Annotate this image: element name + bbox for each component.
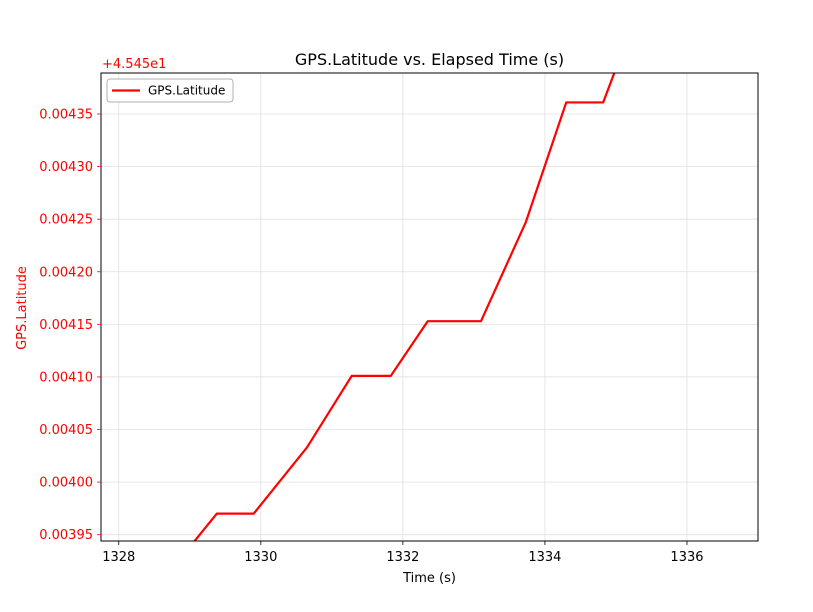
x-tick-label: 1328 xyxy=(102,550,135,565)
legend-box xyxy=(106,78,234,103)
x-tick-label: 1334 xyxy=(528,550,561,565)
y-tick-label: 0.00430 xyxy=(39,160,93,175)
chart-title: GPS.Latitude vs. Elapsed Time (s) xyxy=(295,50,564,69)
y-tick-label: 0.00395 xyxy=(39,528,93,543)
legend: GPS.Latitude xyxy=(106,78,234,103)
series-line xyxy=(193,73,616,541)
x-axis-label: Time (s) xyxy=(402,571,456,586)
x-tick-label: 1330 xyxy=(244,550,277,565)
y-tick-label: 0.00405 xyxy=(39,423,93,438)
legend-label: GPS.Latitude xyxy=(148,84,225,98)
plot-area xyxy=(193,73,616,541)
y-axis: 0.00395 0.00400 0.00405 0.00410 0.00415 0.004… xyxy=(39,108,101,543)
axes-frame xyxy=(100,72,759,542)
y-axis-label: GPS.Latitude xyxy=(15,266,30,350)
y-axis-offset-label: +4.545e1 xyxy=(102,57,166,72)
y-tick-label: 0.00425 xyxy=(39,213,93,228)
y-tick-label: 0.00410 xyxy=(39,370,93,385)
grid xyxy=(101,73,758,541)
y-tick-label: 0.00420 xyxy=(39,265,93,280)
y-tick-label: 0.00400 xyxy=(39,476,93,491)
y-tick-label: 0.00415 xyxy=(39,318,93,333)
x-axis: 1328 1330 1332 1334 1336 xyxy=(102,541,704,565)
x-tick-label: 1336 xyxy=(670,550,703,565)
y-tick-label: 0.00435 xyxy=(39,108,93,123)
x-tick-label: 1332 xyxy=(386,550,419,565)
